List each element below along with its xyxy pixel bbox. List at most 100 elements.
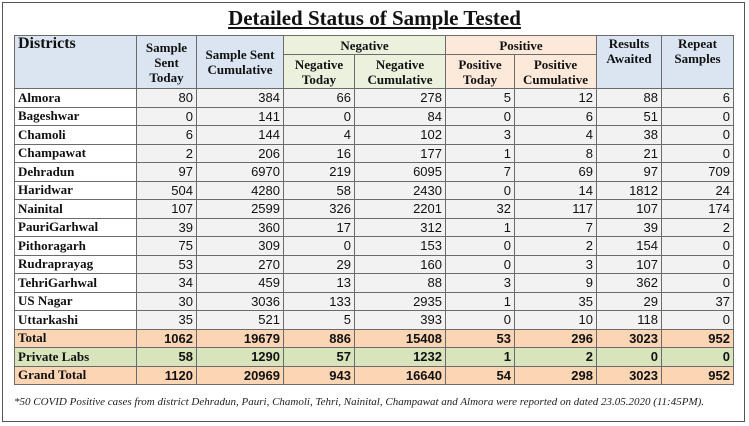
district-name-cell: Haridwar [14, 180, 137, 200]
value-cell: 393 [354, 310, 446, 330]
district-name-cell: Pithoragarh [14, 236, 137, 256]
district-name-cell: Chamoli [14, 125, 137, 145]
value-cell: 270 [196, 254, 284, 274]
value-cell: 3023 [596, 328, 662, 348]
value-cell: 1 [445, 347, 515, 367]
district-name-cell: US Nagar [14, 291, 137, 311]
value-cell: 153 [354, 236, 446, 256]
value-cell: 2 [661, 217, 734, 237]
value-cell: 2599 [196, 199, 284, 219]
table-row: Pithoragarh 75 309 0 153 0 2 154 0 [14, 236, 734, 256]
district-name-cell: Champawat [14, 143, 137, 163]
value-cell: 75 [136, 236, 197, 256]
header-negative-today: Negative Today [283, 54, 355, 89]
value-cell: 4 [514, 125, 597, 145]
header-negative: Negative [283, 35, 446, 55]
value-cell: 35 [514, 291, 597, 311]
value-cell: 0 [661, 347, 734, 367]
value-cell: 9 [514, 273, 597, 293]
value-cell: 6095 [354, 162, 446, 182]
value-cell: 504 [136, 180, 197, 200]
header-repeat-samples: Repeat Samples [661, 35, 734, 89]
value-cell: 16640 [354, 365, 446, 385]
value-cell: 174 [661, 199, 734, 219]
district-name-cell: Uttarkashi [14, 310, 137, 330]
value-cell: 97 [596, 162, 662, 182]
district-name-cell: Private Labs [14, 347, 137, 367]
district-name-cell: Dehradun [14, 162, 137, 182]
value-cell: 144 [196, 125, 284, 145]
value-cell: 20969 [196, 365, 284, 385]
table-row: Chamoli 6 144 4 102 3 4 38 0 [14, 125, 734, 145]
value-cell: 0 [661, 310, 734, 330]
value-cell: 37 [661, 291, 734, 311]
value-cell: 24 [661, 180, 734, 200]
value-cell: 154 [596, 236, 662, 256]
page-frame [2, 2, 745, 422]
value-cell: 0 [661, 125, 734, 145]
value-cell: 1062 [136, 328, 197, 348]
value-cell: 2201 [354, 199, 446, 219]
value-cell: 141 [196, 106, 284, 126]
value-cell: 4 [283, 125, 355, 145]
value-cell: 1290 [196, 347, 284, 367]
value-cell: 1120 [136, 365, 197, 385]
district-name-cell: Bageshwar [14, 106, 137, 126]
value-cell: 1 [445, 217, 515, 237]
table-row: Champawat 2 206 16 177 1 8 21 0 [14, 143, 734, 163]
value-cell: 1 [445, 291, 515, 311]
value-cell: 2935 [354, 291, 446, 311]
value-cell: 6 [661, 88, 734, 108]
value-cell: 66 [283, 88, 355, 108]
value-cell: 943 [283, 365, 355, 385]
table-row: Dehradun 97 6970 219 6095 7 69 97 709 [14, 162, 734, 182]
value-cell: 1 [445, 143, 515, 163]
value-cell: 69 [514, 162, 597, 182]
header-positive-today: Positive Today [445, 54, 515, 89]
value-cell: 6970 [196, 162, 284, 182]
value-cell: 2430 [354, 180, 446, 200]
value-cell: 4280 [196, 180, 284, 200]
value-cell: 58 [136, 347, 197, 367]
value-cell: 3036 [196, 291, 284, 311]
district-name-cell: PauriGarhwal [14, 217, 137, 237]
value-cell: 15408 [354, 328, 446, 348]
value-cell: 0 [445, 310, 515, 330]
value-cell: 0 [661, 236, 734, 256]
district-name-cell: TehriGarhwal [14, 273, 137, 293]
value-cell: 30 [136, 291, 197, 311]
value-cell: 2 [514, 347, 597, 367]
district-name-cell: Total [14, 328, 137, 348]
value-cell: 0 [136, 106, 197, 126]
value-cell: 0 [445, 180, 515, 200]
district-name-cell: Grand Total [14, 365, 137, 385]
value-cell: 886 [283, 328, 355, 348]
value-cell: 360 [196, 217, 284, 237]
value-cell: 206 [196, 143, 284, 163]
value-cell: 160 [354, 254, 446, 274]
value-cell: 0 [596, 347, 662, 367]
header-positive: Positive [445, 35, 597, 55]
value-cell: 5 [283, 310, 355, 330]
value-cell: 84 [354, 106, 446, 126]
header-positive-cumulative: Positive Cumulative [514, 54, 597, 89]
value-cell: 107 [596, 254, 662, 274]
value-cell: 0 [445, 236, 515, 256]
value-cell: 118 [596, 310, 662, 330]
table-row: TehriGarhwal 34 459 13 88 3 9 362 0 [14, 273, 734, 293]
value-cell: 53 [136, 254, 197, 274]
value-cell: 0 [283, 106, 355, 126]
value-cell: 3023 [596, 365, 662, 385]
value-cell: 0 [445, 106, 515, 126]
value-cell: 6 [514, 106, 597, 126]
value-cell: 21 [596, 143, 662, 163]
value-cell: 39 [136, 217, 197, 237]
value-cell: 362 [596, 273, 662, 293]
value-cell: 952 [661, 365, 734, 385]
value-cell: 459 [196, 273, 284, 293]
value-cell: 107 [136, 199, 197, 219]
value-cell: 278 [354, 88, 446, 108]
header-sample-sent-today: Sample Sent Today [136, 35, 197, 89]
value-cell: 16 [283, 143, 355, 163]
value-cell: 0 [661, 273, 734, 293]
